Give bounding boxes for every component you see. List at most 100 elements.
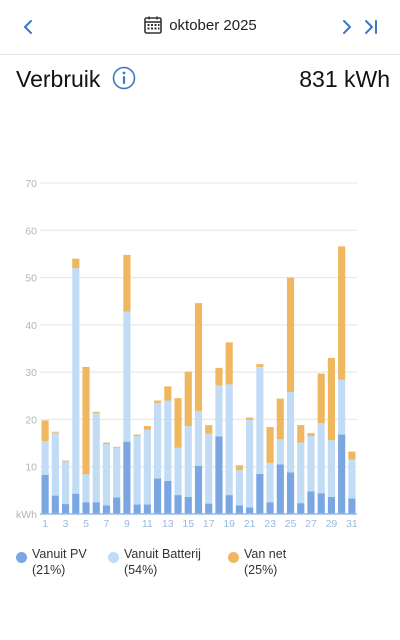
bar-segment-day-20-s0[interactable] (235, 505, 243, 514)
bar-segment-day-25-s0[interactable] (286, 472, 295, 514)
bar-segment-day-24-s0[interactable] (276, 464, 284, 514)
legend-share-battery: (54%) (124, 563, 158, 577)
bar-segment-day-9-s1[interactable] (123, 311, 131, 442)
bar-segment-day-14-s0[interactable] (174, 495, 182, 514)
bar-segment-day-28-s1[interactable] (317, 423, 325, 494)
bar-segment-day-27-s0[interactable] (307, 491, 315, 514)
bar-segment-day-7-s2[interactable] (102, 442, 111, 445)
bar-segment-day-24-s2[interactable] (276, 398, 284, 440)
bar-segment-day-8-s0[interactable] (113, 497, 121, 514)
bar-segment-day-7-s0[interactable] (102, 505, 111, 514)
bar-segment-day-27-s1[interactable] (307, 435, 315, 492)
bar-segment-day-5-s0[interactable] (82, 502, 90, 514)
bar-segment-day-17-s0[interactable] (205, 503, 213, 514)
bar-segment-day-2-s2[interactable] (51, 431, 59, 433)
bar-segment-day-23-s2[interactable] (266, 426, 274, 463)
bar-segment-day-18-s2[interactable] (215, 367, 223, 386)
bar-segment-day-7-s1[interactable] (102, 444, 111, 506)
previous-month-button[interactable] (13, 12, 43, 42)
bar-segment-day-12-s1[interactable] (154, 402, 162, 479)
bar-segment-day-26-s1[interactable] (297, 442, 305, 504)
bar-segment-day-31-s2[interactable] (348, 451, 356, 460)
bar-segment-day-30-s0[interactable] (338, 434, 346, 514)
bar-segment-day-13-s1[interactable] (164, 400, 172, 481)
bar-segment-day-30-s2[interactable] (338, 246, 346, 380)
y-tick-label: 20 (25, 414, 37, 426)
bar-segment-day-11-s0[interactable] (143, 504, 151, 514)
bar-segment-day-15-s2[interactable] (184, 371, 192, 427)
bar-segment-day-25-s2[interactable] (286, 277, 295, 393)
next-month-button[interactable] (332, 12, 362, 42)
bar-segment-day-19-s2[interactable] (225, 342, 233, 385)
bar-segment-day-10-s1[interactable] (133, 435, 141, 505)
bar-segment-day-9-s0[interactable] (123, 441, 131, 514)
bar-segment-day-20-s2[interactable] (235, 465, 243, 471)
bar-segment-day-29-s1[interactable] (327, 440, 336, 497)
bar-segment-day-20-s1[interactable] (235, 470, 243, 506)
bar-segment-day-19-s0[interactable] (225, 495, 233, 514)
bar-segment-day-29-s0[interactable] (327, 496, 336, 514)
bar-segment-day-6-s2[interactable] (92, 411, 100, 414)
bar-segment-day-26-s2[interactable] (297, 425, 305, 443)
bar-segment-day-26-s0[interactable] (297, 503, 305, 514)
bar-segment-day-23-s1[interactable] (266, 462, 274, 503)
bar-segment-day-3-s1[interactable] (61, 461, 70, 505)
bar-segment-day-21-s1[interactable] (246, 419, 254, 508)
bar-segment-day-1-s2[interactable] (41, 420, 49, 442)
bar-segment-day-5-s1[interactable] (82, 474, 90, 503)
bar-segment-day-13-s2[interactable] (164, 386, 172, 401)
bar-segment-day-24-s1[interactable] (276, 439, 284, 465)
bar-segment-day-22-s2[interactable] (256, 364, 264, 367)
bar-segment-day-18-s0[interactable] (215, 436, 223, 514)
bar-segment-day-15-s0[interactable] (184, 496, 192, 514)
bar-segment-day-11-s2[interactable] (143, 426, 151, 430)
bar-segment-day-9-s2[interactable] (123, 254, 131, 312)
bar-segment-day-16-s0[interactable] (194, 465, 203, 514)
bar-segment-day-28-s2[interactable] (317, 373, 325, 424)
bar-segment-day-23-s0[interactable] (266, 502, 274, 514)
bar-segment-day-21-s2[interactable] (246, 417, 254, 420)
bar-segment-day-3-s0[interactable] (61, 504, 70, 514)
bar-segment-day-13-s0[interactable] (164, 480, 172, 514)
bar-segment-day-6-s0[interactable] (92, 502, 100, 514)
bar-segment-day-4-s0[interactable] (72, 493, 80, 514)
bar-segment-day-25-s1[interactable] (286, 392, 295, 473)
bar-segment-day-10-s0[interactable] (133, 504, 141, 514)
bar-segment-day-12-s0[interactable] (154, 478, 162, 514)
bar-segment-day-28-s0[interactable] (317, 493, 325, 514)
bar-segment-day-29-s2[interactable] (327, 357, 336, 441)
bar-segment-day-11-s1[interactable] (143, 429, 151, 505)
bar-segment-day-8-s2[interactable] (113, 446, 121, 448)
bar-segment-day-31-s1[interactable] (348, 459, 356, 499)
last-month-button[interactable] (356, 12, 386, 42)
bar-segment-day-14-s2[interactable] (174, 398, 182, 448)
bar-segment-day-18-s1[interactable] (215, 385, 223, 437)
bar-segment-day-10-s2[interactable] (133, 434, 141, 436)
bar-segment-day-2-s0[interactable] (51, 495, 59, 514)
bar-segment-day-17-s1[interactable] (205, 433, 213, 504)
bar-segment-day-21-s0[interactable] (246, 507, 254, 514)
bar-segment-day-4-s2[interactable] (72, 258, 80, 269)
bar-segment-day-2-s1[interactable] (51, 432, 59, 496)
bar-segment-day-4-s1[interactable] (72, 268, 80, 494)
bar-segment-day-31-s0[interactable] (348, 498, 356, 514)
bar-segment-day-5-s2[interactable] (82, 366, 90, 475)
bar-segment-day-6-s1[interactable] (92, 413, 100, 503)
bar-segment-day-16-s2[interactable] (194, 303, 203, 411)
bar-segment-day-22-s0[interactable] (256, 473, 264, 514)
bar-segment-day-19-s1[interactable] (225, 384, 233, 496)
bar-segment-day-27-s2[interactable] (307, 433, 315, 436)
bar-segment-day-15-s1[interactable] (184, 426, 192, 497)
bar-segment-day-22-s1[interactable] (256, 366, 264, 474)
bar-segment-day-8-s1[interactable] (113, 447, 121, 498)
bar-segment-day-1-s0[interactable] (41, 474, 49, 514)
bar-segment-day-12-s2[interactable] (154, 400, 162, 403)
bar-segment-day-3-s2[interactable] (61, 460, 70, 462)
month-selector[interactable]: oktober 2025 (0, 15, 400, 35)
bar-segment-day-17-s2[interactable] (205, 425, 213, 434)
bar-segment-day-1-s1[interactable] (41, 441, 49, 475)
bar-segment-day-30-s1[interactable] (338, 379, 346, 435)
bar-segment-day-14-s1[interactable] (174, 447, 182, 496)
bar-segment-day-16-s1[interactable] (194, 410, 203, 466)
info-button[interactable] (112, 66, 136, 90)
